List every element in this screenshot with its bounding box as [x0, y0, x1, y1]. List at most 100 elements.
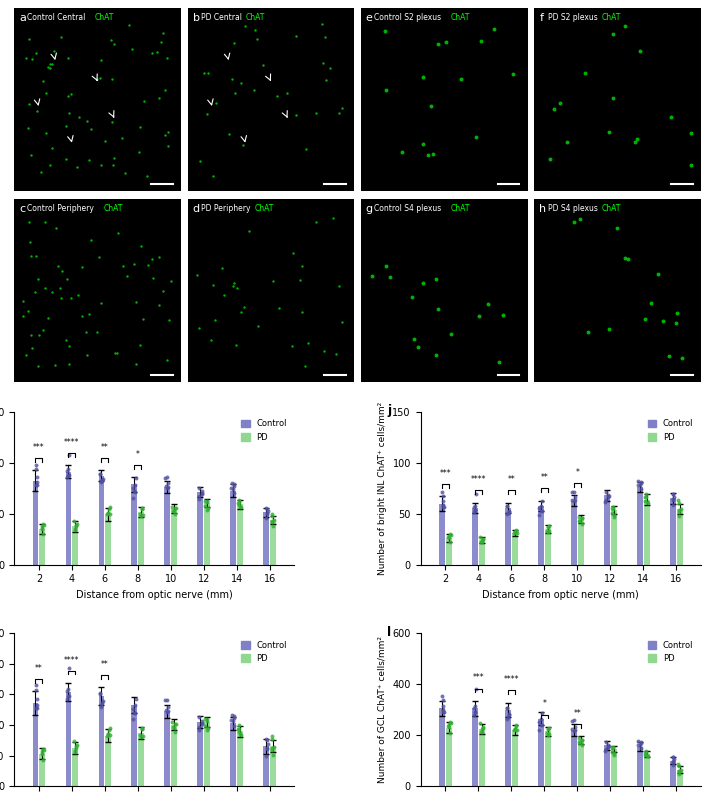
Point	[61, 119, 72, 132]
Legend: Control, PD: Control, PD	[238, 416, 290, 445]
Point	[31, 470, 42, 483]
Point	[147, 272, 159, 284]
Point	[469, 499, 480, 512]
Bar	[138, 512, 144, 565]
Point	[71, 519, 82, 532]
Point	[542, 520, 554, 533]
Point	[663, 349, 675, 362]
Point	[226, 476, 237, 489]
Point	[32, 701, 43, 714]
Bar	[270, 520, 276, 565]
Point	[634, 479, 645, 491]
Point	[70, 742, 81, 754]
Point	[536, 719, 547, 732]
Point	[108, 152, 120, 164]
Point	[161, 481, 173, 494]
Bar	[40, 529, 45, 565]
Point	[470, 130, 481, 143]
Point	[38, 324, 49, 337]
Point	[600, 742, 611, 755]
Point	[202, 502, 213, 515]
Point	[536, 499, 547, 512]
Point	[543, 519, 554, 532]
Point	[569, 723, 581, 736]
Point	[31, 476, 42, 488]
Point	[336, 316, 348, 329]
Point	[576, 734, 588, 746]
Point	[105, 33, 117, 46]
Point	[261, 507, 273, 520]
Point	[120, 167, 131, 179]
Point	[103, 507, 114, 519]
Point	[380, 260, 392, 273]
Text: **: **	[35, 664, 42, 673]
Point	[573, 735, 585, 748]
Text: *: *	[136, 450, 139, 459]
Point	[261, 734, 273, 746]
Text: **: **	[101, 660, 109, 669]
Point	[608, 511, 620, 523]
Point	[103, 503, 115, 515]
Point	[72, 160, 83, 173]
Point	[676, 352, 687, 364]
Point	[38, 742, 49, 755]
Point	[475, 530, 486, 543]
Point	[201, 495, 212, 508]
Text: ChAT: ChAT	[451, 13, 470, 22]
Point	[438, 500, 450, 513]
Point	[535, 504, 547, 517]
Bar	[198, 492, 203, 565]
Point	[282, 87, 293, 99]
Point	[93, 251, 104, 264]
Point	[603, 491, 614, 503]
Point	[645, 296, 656, 309]
Point	[606, 507, 617, 520]
Point	[266, 733, 278, 746]
Point	[566, 723, 578, 735]
Point	[607, 502, 619, 515]
Point	[433, 303, 444, 315]
Point	[196, 487, 207, 499]
Point	[239, 301, 250, 314]
Bar	[198, 722, 203, 786]
Point	[608, 92, 620, 105]
Point	[55, 292, 67, 305]
Point	[170, 718, 181, 730]
Point	[36, 746, 47, 759]
Point	[103, 727, 114, 740]
Point	[160, 472, 171, 484]
Point	[83, 308, 94, 321]
Point	[468, 708, 479, 721]
Point	[42, 312, 54, 325]
Point	[201, 715, 212, 727]
Point	[635, 735, 646, 748]
Bar	[72, 526, 78, 565]
Point	[299, 360, 311, 372]
Point	[549, 102, 560, 115]
Point	[229, 487, 240, 499]
Point	[576, 512, 588, 525]
Point	[266, 742, 278, 755]
Point	[438, 703, 449, 716]
Point	[493, 355, 505, 368]
Text: ChAT: ChAT	[255, 204, 274, 213]
Bar	[611, 510, 617, 565]
Point	[503, 709, 514, 722]
Point	[510, 523, 522, 536]
Text: PD Central: PD Central	[201, 13, 242, 22]
Bar	[132, 705, 137, 786]
Point	[534, 509, 545, 522]
Bar	[439, 708, 445, 786]
Point	[130, 295, 142, 308]
Point	[607, 28, 619, 40]
Point	[537, 495, 548, 507]
Point	[257, 58, 268, 71]
Point	[72, 739, 83, 752]
Point	[127, 703, 139, 715]
Point	[418, 71, 429, 83]
Point	[478, 720, 489, 733]
Point	[130, 692, 142, 705]
Point	[107, 115, 118, 128]
Point	[318, 57, 329, 70]
Point	[606, 746, 617, 758]
